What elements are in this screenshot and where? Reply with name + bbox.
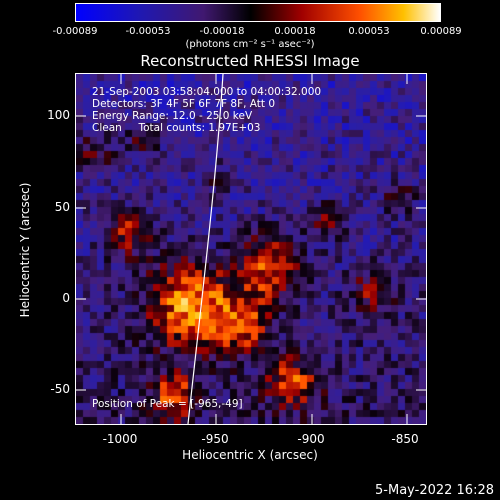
info-energy-range: Energy Range: 12.0 - 25.0 keV <box>92 110 253 122</box>
y-tick-label: 0 <box>62 291 70 305</box>
axis-ticks <box>76 74 426 424</box>
colorbar-tick: -0.00018 <box>199 26 245 37</box>
colorbar-tick: 0.00089 <box>420 26 462 37</box>
y-tick-label: 50 <box>54 200 70 214</box>
colorbar-tick: 0.00018 <box>274 26 316 37</box>
limb-overlay <box>76 74 426 424</box>
x-tick-label: -950 <box>201 432 229 446</box>
solar-limb-line <box>187 74 224 424</box>
x-axis-label: Heliocentric X (arcsec) <box>182 448 318 462</box>
colorbar-tick: -0.00053 <box>125 26 171 37</box>
info-counts: Clean Total counts: 1.97E+03 <box>92 122 261 134</box>
flux-heatmap <box>76 74 426 424</box>
info-detectors: Detectors: 3F 4F 5F 6F 7F 8F, Att 0 <box>92 98 276 110</box>
y-axis-label: Heliocentric Y (arcsec) <box>18 182 32 318</box>
solar-image-plot <box>75 73 427 425</box>
x-tick-label: -1000 <box>102 432 138 446</box>
colorbar <box>75 3 441 22</box>
x-tick-label: -900 <box>297 432 325 446</box>
colorbar-tick: 0.00053 <box>348 26 390 37</box>
colorbar-units: (photons cm⁻² s⁻¹ asec⁻²) <box>185 39 315 50</box>
plot-date: 5-May-2022 16:28 <box>375 483 494 498</box>
info-time-range: 21-Sep-2003 03:58:04.000 to 04:00:32.000 <box>92 86 322 98</box>
x-tick-label: -850 <box>391 432 419 446</box>
y-tick-label: 100 <box>47 108 70 122</box>
image-title: Reconstructed RHESSI Image <box>140 52 360 70</box>
y-tick-label: -50 <box>50 382 70 396</box>
colorbar-tick: -0.00089 <box>52 26 98 37</box>
peak-position: Position of Peak = [-965,-49] <box>92 398 243 410</box>
